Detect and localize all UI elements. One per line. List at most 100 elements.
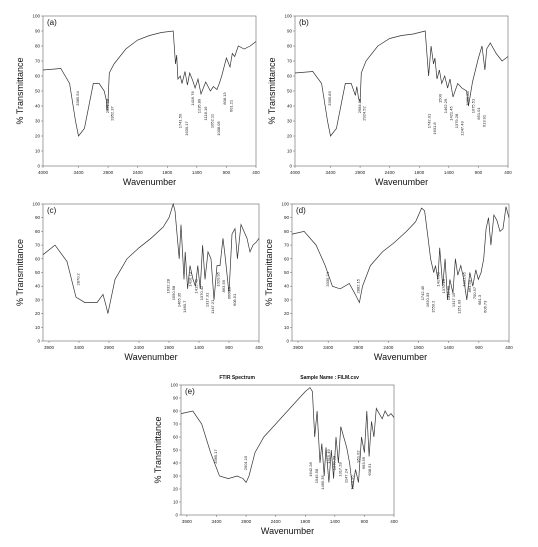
peak-label: 1500 [438,93,443,103]
x-tick-label: 1400 [444,170,455,175]
y-axis-label: % Transmittance [15,239,25,306]
y-tick-label: 0 [37,339,40,344]
x-tick-label: 4000 [38,170,49,175]
y-tick-label: 90 [287,29,293,34]
peak-label: 1742.01 [427,113,432,128]
peak-label: 863.59 [221,279,226,292]
peak-label: 601.21 [229,99,234,112]
peak-label: 1417.33 [436,271,441,286]
y-tick-label: 80 [287,44,293,49]
peak-label: 1462.29 [443,98,448,113]
peak-label: 1370.19 [441,278,446,293]
peak-label: 663.59 [361,456,366,469]
peak-label: 1545.58 [314,468,319,483]
peak-label: 1075.51 [471,98,476,113]
y-tick-label: 100 [281,202,289,207]
y-tick-label: 60 [35,256,41,261]
plot-frame [294,15,509,167]
y-tick-label: 20 [284,311,290,316]
spectrum-line [294,30,509,137]
y-tick-label: 10 [35,325,41,330]
x-tick-label: 3400 [74,345,85,350]
peak-label: 3365.17 [213,449,218,464]
peak-label: 1741.50 [177,113,182,128]
peak-label: 681.3 [477,294,482,305]
peak-label: 1742.45 [420,285,425,300]
spectrum-line [42,30,257,137]
y-tick-label: 90 [284,215,290,220]
y-tick-label: 20 [287,134,293,139]
y-tick-label: 10 [173,500,179,505]
y-tick-label: 50 [173,448,179,453]
peak-label: 1550.2 [430,300,435,313]
peak-label: 2870.2 [76,272,81,285]
y-tick-label: 90 [35,215,41,220]
x-tick-label: 4000 [290,170,301,175]
y-tick-label: 60 [287,74,293,79]
peak-label: 1247.43 [460,121,465,136]
y-tick-label: 70 [173,422,179,427]
peak-label: 1316.69 [446,285,451,300]
panel-3: 0 10 20 30 40 50 60 70 80 90 100 3900 3400 2900 2400 19… [15,202,263,363]
y-tick-label: 20 [35,134,41,139]
x-axis-label: Wavenumber [123,177,176,187]
y-axis-label: % Transmittance [267,57,277,124]
y-tick-label: 70 [35,243,41,248]
peak-label: 1379.28 [454,113,459,128]
y-tick-label: 70 [287,59,293,64]
peak-label: 1031.85 [462,271,467,286]
y-tick-label: 10 [35,149,41,154]
peak-label: 1020.95 [216,271,221,286]
peak-label: 2852.37 [109,106,114,121]
peak-label: 1235.89 [197,98,202,113]
y-tick-label: 0 [289,164,292,169]
x-tick-label: 2400 [271,519,282,524]
peak-label: 1465.35 [320,475,325,490]
y-tick-label: 70 [35,59,41,64]
peak-label: 1421.45 [449,106,454,121]
y-tick-label: 50 [35,270,41,275]
spectrum-line [180,387,395,490]
panel-tag: (e) [185,387,195,396]
peak-label: 1630.17 [184,121,189,136]
x-tick-label: 400 [252,170,260,175]
x-tick-label: 3900 [182,519,193,524]
peak-label: 1052.11 [209,113,214,128]
x-tick-label: 2900 [355,170,366,175]
peak-label: 1118.16 [203,106,208,121]
x-tick-label: 2400 [134,345,145,350]
peak-label: 1020.95 [349,475,354,490]
peak-label: 851.01 [476,107,481,120]
x-axis-label: Wavenumber [374,352,427,362]
peak-label: 1151.03 [456,299,461,314]
peak-label: 3395.83 [327,91,332,106]
y-tick-label: 80 [35,44,41,49]
peak-label: 1416.76 [190,91,195,106]
peak-label: 3335.24 [325,271,330,286]
x-tick-label: 400 [255,345,263,350]
peak-label: 666.15 [227,286,232,299]
x-tick-label: 2400 [383,345,394,350]
y-tick-label: 40 [35,104,41,109]
x-tick-label: 1900 [164,345,175,350]
x-tick-label: 400 [504,170,512,175]
x-tick-label: 2400 [133,170,144,175]
y-tick-label: 40 [173,461,179,466]
y-axis-label: % Transmittance [153,416,163,483]
x-tick-label: 400 [505,345,513,350]
y-tick-label: 60 [173,435,179,440]
y-tick-label: 40 [284,284,290,289]
peak-label: 1460.7 [182,300,187,313]
y-tick-label: 0 [37,164,40,169]
y-tick-label: 90 [35,29,41,34]
y-axis-label: % Transmittance [15,57,25,124]
x-tick-label: 1900 [162,170,173,175]
x-tick-label: 2900 [241,519,252,524]
x-tick-label: 1400 [444,345,455,350]
y-tick-label: 0 [175,513,178,518]
peak-label: 606.73 [482,300,487,313]
peak-label: 2984.96 [357,98,362,113]
panel-tag: (a) [47,18,57,27]
peak-label: 808.13 [222,92,227,105]
